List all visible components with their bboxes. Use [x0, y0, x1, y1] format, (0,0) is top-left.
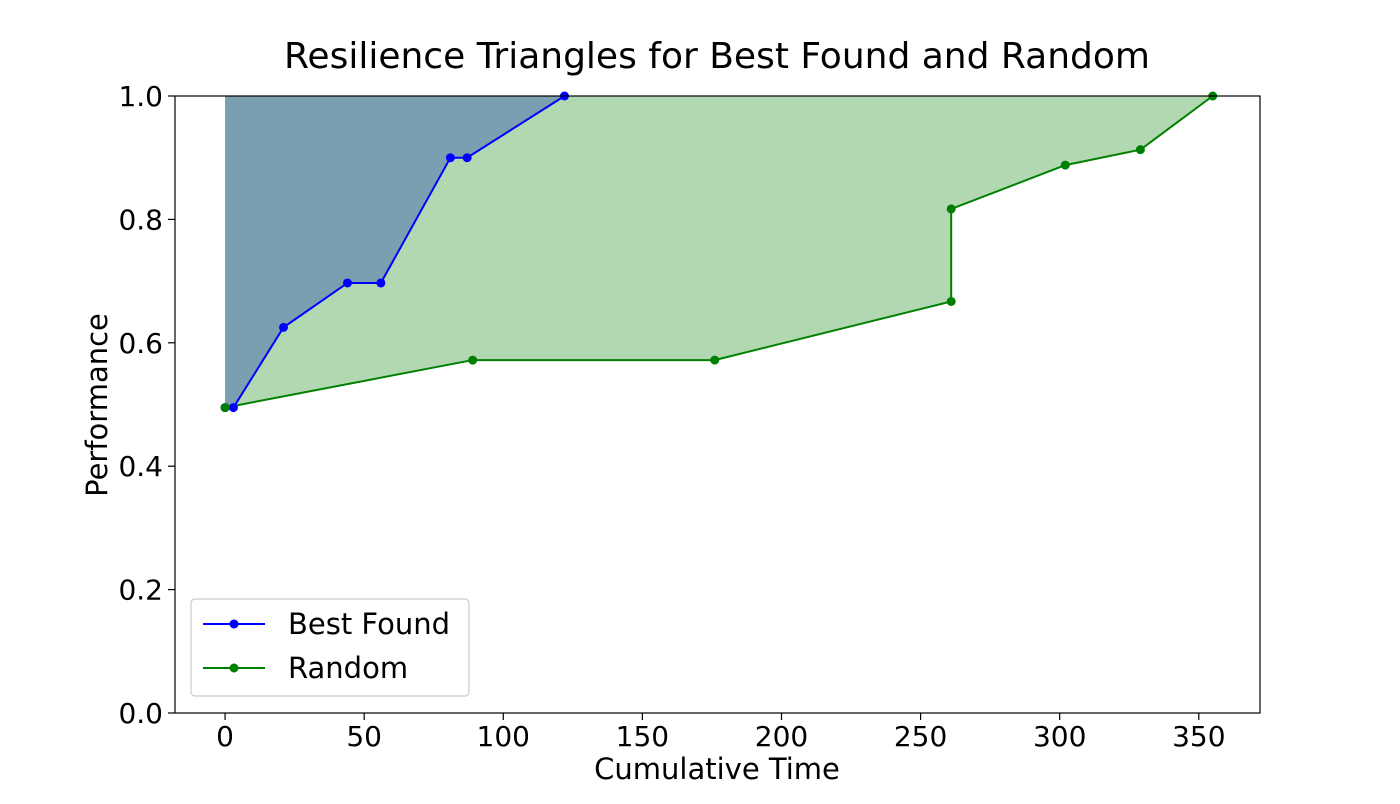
y-tick-label: 1.0	[118, 80, 163, 113]
data-point-random	[468, 355, 478, 365]
data-point-best-found	[279, 322, 288, 332]
x-tick-label: 150	[616, 720, 669, 753]
x-tick-label: 50	[346, 720, 382, 753]
chart-title: Resilience Triangles for Best Found and …	[284, 36, 1150, 77]
y-axis-label: Performance	[80, 313, 114, 497]
data-point-random	[1135, 145, 1145, 155]
data-point-random	[710, 355, 720, 365]
y-tick-label: 0.0	[118, 697, 163, 730]
data-point-best-found	[462, 153, 472, 163]
y-tick-label: 0.2	[118, 574, 163, 607]
x-tick-label: 100	[477, 720, 530, 753]
resilience-fill-areas	[225, 96, 1213, 408]
x-axis-label: Cumulative Time	[594, 752, 840, 786]
x-tick-label: 300	[1033, 720, 1086, 753]
plot-frame	[174, 95, 1261, 714]
y-tick-label: 0.8	[118, 203, 163, 236]
x-tick-label: 0	[216, 720, 234, 753]
data-point-best-found	[376, 278, 386, 288]
data-point-best-found	[445, 153, 455, 163]
data-point-best-found	[342, 278, 352, 288]
data-point-random	[220, 403, 230, 413]
data-point-random	[946, 296, 956, 306]
legend-label-random: Random	[288, 651, 408, 685]
x-tick-label: 200	[755, 720, 808, 753]
fill-area-random	[225, 96, 1213, 408]
chart-legend: Best Found Random	[190, 598, 470, 697]
x-axis-ticks: 0 50 100 150 200 250 300 350	[216, 713, 1226, 753]
legend-marker-random	[229, 663, 239, 673]
x-tick-label: 350	[1172, 720, 1225, 753]
data-point-random	[1060, 160, 1070, 170]
fill-area-best-found	[225, 96, 565, 408]
series-markers	[220, 91, 1218, 413]
y-axis-ticks: 0.0 0.2 0.4 0.6 0.8 1.0	[118, 80, 175, 730]
y-tick-label: 0.4	[118, 450, 163, 483]
legend-marker-best-found	[229, 619, 239, 629]
data-point-best-found	[228, 403, 238, 413]
legend-label-best-found: Best Found	[288, 607, 450, 641]
y-tick-label: 0.6	[118, 327, 163, 360]
series-line-random	[224, 95, 1214, 409]
x-tick-label: 250	[894, 720, 947, 753]
data-point-random	[946, 204, 956, 214]
